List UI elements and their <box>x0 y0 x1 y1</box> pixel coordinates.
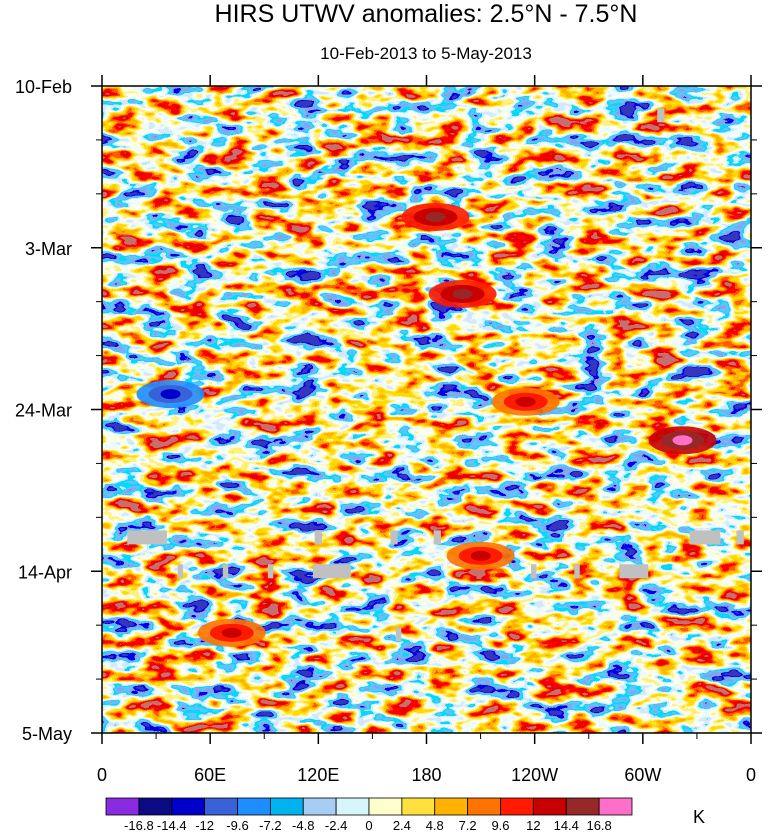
missing-data-bar <box>574 564 580 579</box>
x-tick-label: 60E <box>194 765 226 785</box>
missing-data-bar <box>127 530 167 545</box>
colorbar-swatch <box>335 797 370 816</box>
x-tick-label: 180 <box>411 765 441 785</box>
colorbar-swatch <box>138 797 173 816</box>
anomaly-feature <box>197 618 266 647</box>
colorbar-swatch <box>467 797 501 816</box>
anomaly-feature <box>648 426 717 455</box>
anomaly-feature <box>136 380 205 409</box>
colorbar-level-label: -9.6 <box>226 818 248 833</box>
missing-data-bar <box>222 564 229 579</box>
x-tick-label: 120W <box>511 765 558 785</box>
colorbar-level-label: 0 <box>365 818 372 833</box>
colorbar-swatch <box>434 797 469 816</box>
x-tick-label: 120E <box>297 765 339 785</box>
colorbar-unit-label: K <box>693 807 705 827</box>
missing-data-bar <box>619 564 649 579</box>
colorbar-level-label: -12 <box>195 818 214 833</box>
missing-data-bar <box>312 564 351 579</box>
missing-data-bar <box>433 530 441 545</box>
y-tick-label: 5-May <box>22 724 72 744</box>
colorbar-swatch <box>105 797 140 816</box>
heatmap-field <box>102 86 751 733</box>
colorbar-swatch <box>171 797 206 816</box>
colorbar-level-label: 9.6 <box>491 818 509 833</box>
colorbar-level-label: -4.8 <box>292 818 314 833</box>
missing-data-bar <box>736 530 744 545</box>
colorbar-swatch <box>500 797 534 816</box>
colorbar-level-label: -7.2 <box>259 818 281 833</box>
x-tick-label: 0 <box>746 765 756 785</box>
chart-title: HIRS UTWV anomalies: 2.5°N - 7.5°N <box>215 0 638 28</box>
colorbar-swatch <box>532 797 567 816</box>
anomaly-feature <box>428 279 497 308</box>
colorbar-level-label: -14.4 <box>157 818 187 833</box>
missing-data-bar <box>689 530 721 545</box>
colorbar-level-label: 12 <box>526 818 540 833</box>
colorbar-swatch <box>302 797 337 816</box>
colorbar-level-label: -16.8 <box>124 818 154 833</box>
colorbar-swatch <box>401 797 436 816</box>
colorbar-level-label: 7.2 <box>459 818 477 833</box>
chart-subtitle: 10-Feb-2013 to 5-May-2013 <box>320 44 532 63</box>
y-tick-label: 3-Mar <box>25 239 72 259</box>
missing-data-bar <box>314 530 322 545</box>
y-tick-label: 14-Apr <box>18 562 72 582</box>
x-tick-label: 0 <box>97 765 107 785</box>
colorbar-swatch <box>237 797 271 816</box>
missing-data-bar <box>395 627 402 642</box>
missing-data-bar <box>531 564 537 579</box>
missing-data-bar <box>390 530 398 545</box>
x-tick-label: 60W <box>624 765 661 785</box>
colorbar-level-label: 2.4 <box>393 818 411 833</box>
colorbar-swatch <box>269 797 304 816</box>
colorbar-swatch <box>204 797 238 816</box>
y-tick-label: 10-Feb <box>15 77 72 97</box>
missing-data-bar <box>267 564 274 579</box>
missing-data-bar <box>177 564 184 579</box>
colorbar-level-label: 16.8 <box>586 818 611 833</box>
anomaly-feature <box>401 202 470 231</box>
colorbar-swatch <box>368 797 403 816</box>
colorbar-level-label: -2.4 <box>325 818 347 833</box>
colorbar-level-label: 4.8 <box>426 818 444 833</box>
y-tick-label: 24-Mar <box>15 401 72 421</box>
anomaly-feature <box>491 387 560 416</box>
missing-data-bar <box>657 108 665 123</box>
anomaly-feature <box>446 541 515 570</box>
colorbar-swatch <box>598 797 633 816</box>
colorbar-swatch <box>565 797 600 816</box>
colorbar-level-label: 14.4 <box>554 818 579 833</box>
